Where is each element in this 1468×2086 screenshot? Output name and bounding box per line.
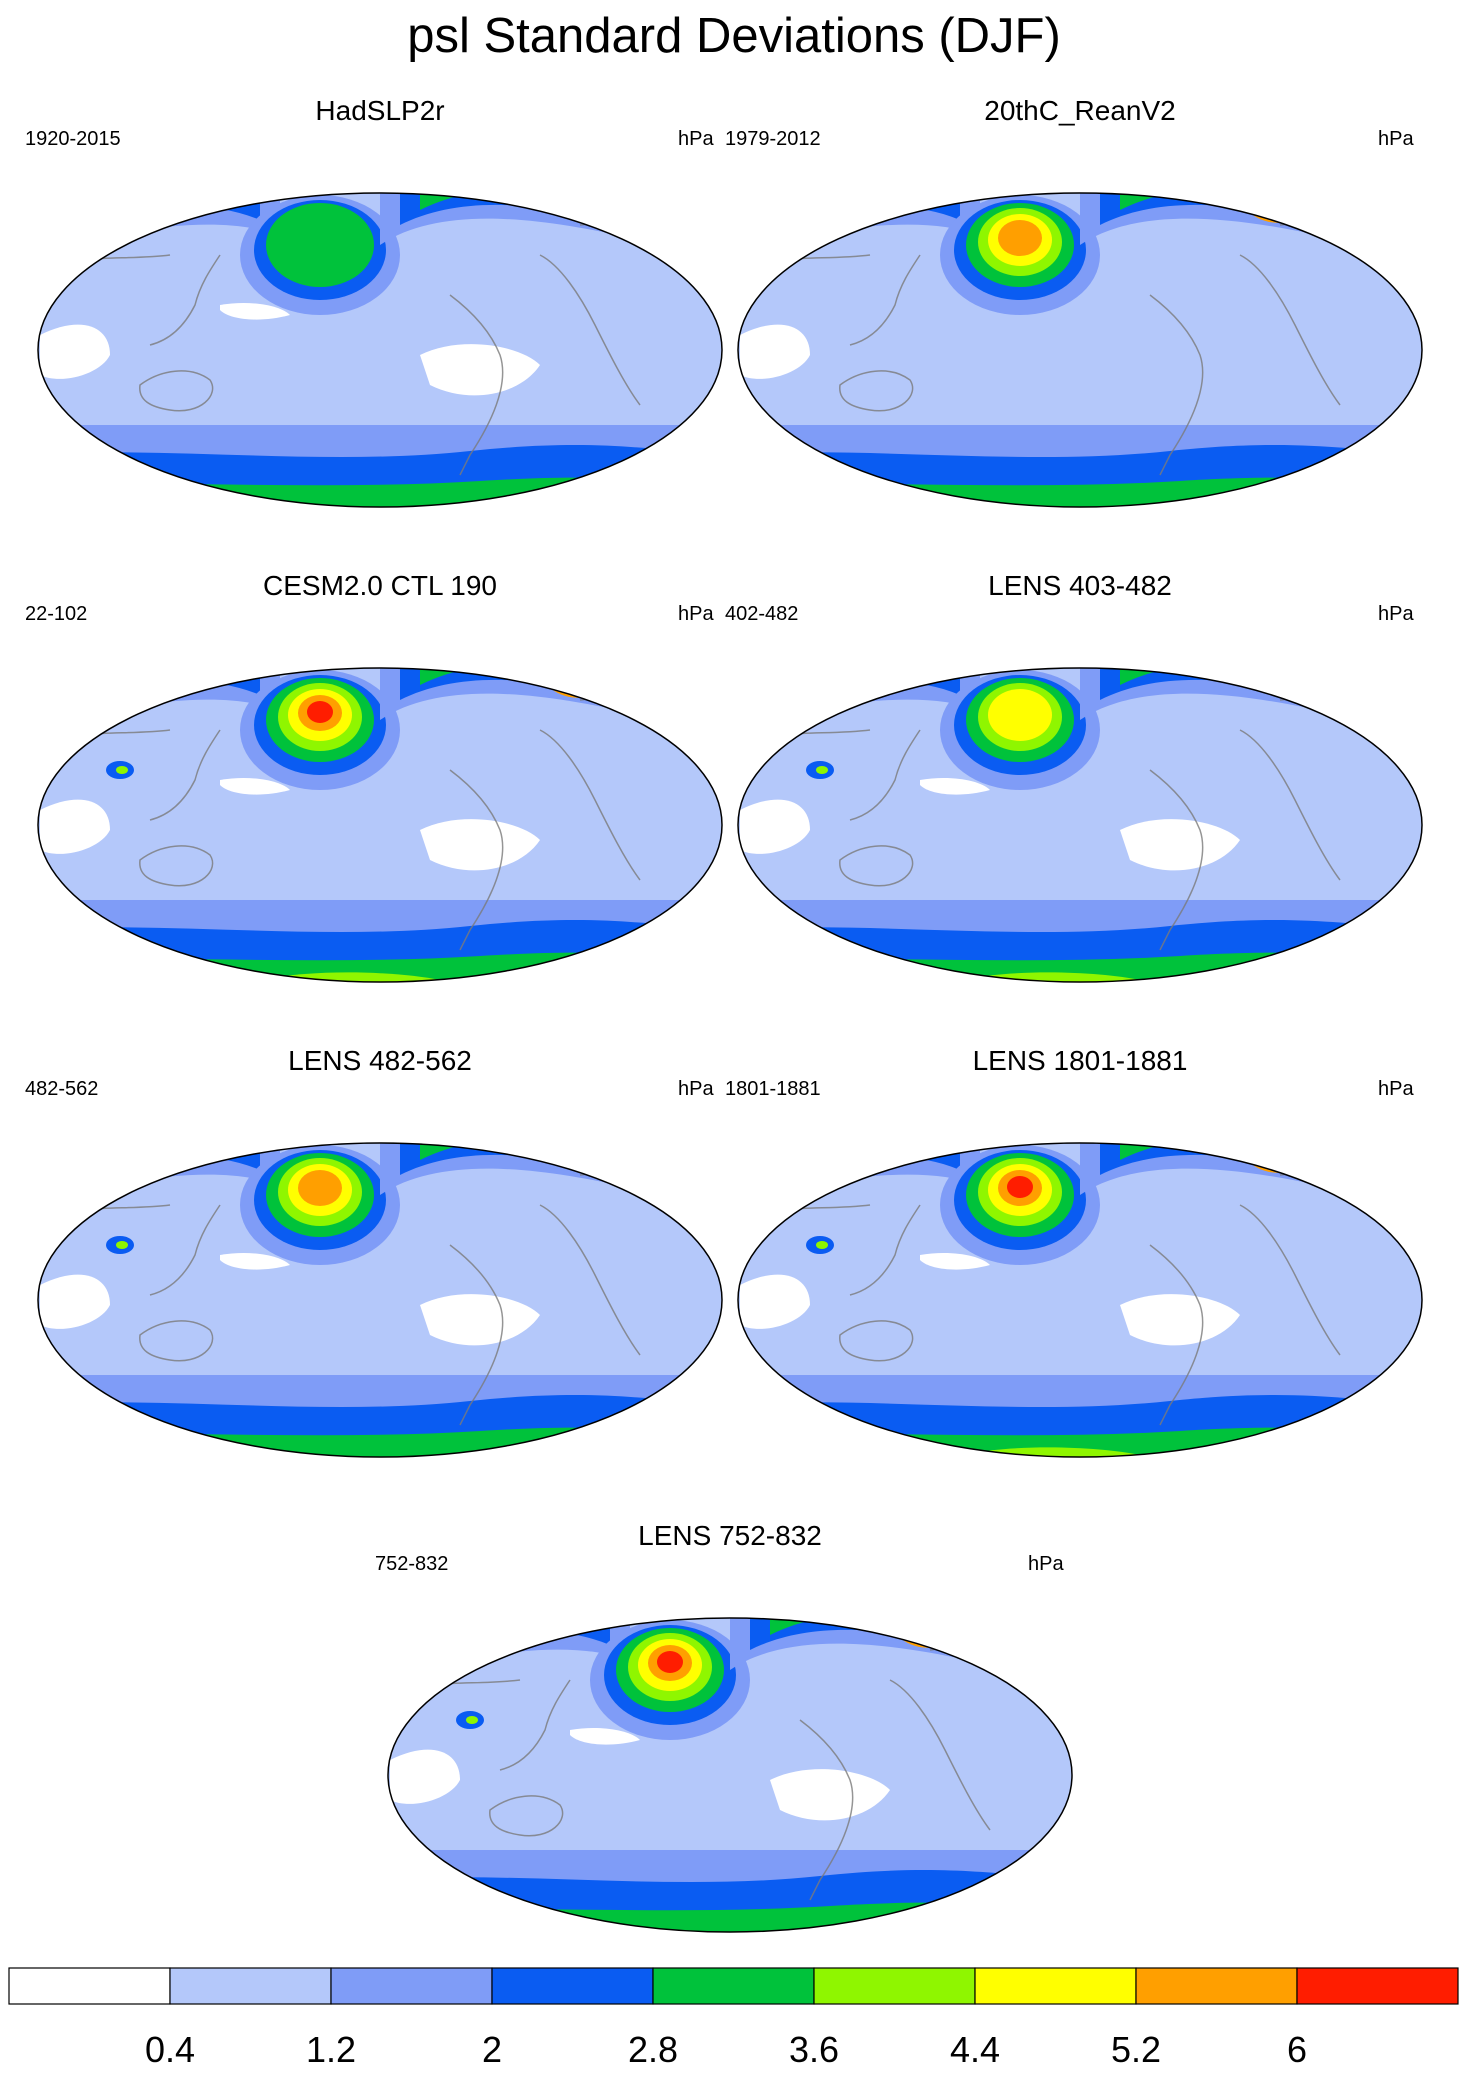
- map-panel: 20thC_ReanV2 1979-2012 hPa: [720, 95, 1440, 565]
- map-panel: CESM2.0 CTL 190 22-102 hPa: [20, 570, 740, 1040]
- map-panel: LENS 482-562 482-562 hPa: [20, 1045, 740, 1515]
- map-panel: LENS 752-832 752-832 hPa: [370, 1520, 1090, 1990]
- map-plot: [737, 1142, 1423, 1458]
- units-label: hPa: [678, 603, 714, 625]
- map-plot: [737, 667, 1423, 983]
- units-label: hPa: [678, 128, 714, 150]
- period-label: 752-832: [375, 1553, 449, 1575]
- map-plot: [37, 1142, 723, 1458]
- colorbar-tick-label: 5.2: [1110, 2029, 1162, 2070]
- panel-title: LENS 752-832: [638, 1520, 822, 1551]
- panel-title: LENS 482-562: [288, 1045, 472, 1076]
- colorbar-tick-label: 4.4: [949, 2029, 1001, 2070]
- panel-title: LENS 403-482: [988, 570, 1172, 601]
- panel-title: LENS 1801-1881: [972, 1045, 1188, 1076]
- map-plot: [737, 192, 1423, 508]
- colorbar-box: [1296, 1967, 1459, 2005]
- panel-title: 20thC_ReanV2: [984, 95, 1176, 126]
- units-label: hPa: [1378, 603, 1414, 625]
- map-plot: [37, 667, 723, 983]
- panel-title: HadSLP2r: [315, 95, 445, 126]
- map-panel: LENS 1801-1881 1801-1881 hPa: [720, 1045, 1440, 1515]
- units-label: hPa: [1378, 128, 1414, 150]
- colorbar-box: [8, 1967, 171, 2005]
- colorbar-box: [169, 1967, 332, 2005]
- panel-title: CESM2.0 CTL 190: [263, 570, 497, 601]
- colorbar-tick-label: 2: [481, 2029, 503, 2070]
- colorbar-tick-label: 3.6: [788, 2029, 840, 2070]
- colorbar-tick-label: 2.8: [627, 2029, 679, 2070]
- units-label: hPa: [1378, 1078, 1414, 1100]
- units-label: hPa: [678, 1078, 714, 1100]
- period-label: 22-102: [25, 603, 88, 625]
- map-panel: LENS 403-482 402-482 hPa: [720, 570, 1440, 1040]
- map-plot: [387, 1617, 1073, 1933]
- period-label: 1801-1881: [725, 1078, 821, 1100]
- period-label: 402-482: [725, 603, 799, 625]
- period-label: 1979-2012: [725, 128, 821, 150]
- colorbar-box: [1135, 1967, 1298, 2005]
- colorbar-tick-label: 0.4: [144, 2029, 196, 2070]
- map-panel: HadSLP2r 1920-2015 hPa: [20, 95, 740, 565]
- units-label: hPa: [1028, 1553, 1064, 1575]
- map-plot: [37, 192, 723, 508]
- colorbar-tick-label: 6: [1286, 2029, 1308, 2070]
- colorbar-tick-label: 1.2: [305, 2029, 357, 2070]
- period-label: 482-562: [25, 1078, 99, 1100]
- figure-title: psl Standard Deviations (DJF): [407, 9, 1061, 63]
- period-label: 1920-2015: [25, 128, 121, 150]
